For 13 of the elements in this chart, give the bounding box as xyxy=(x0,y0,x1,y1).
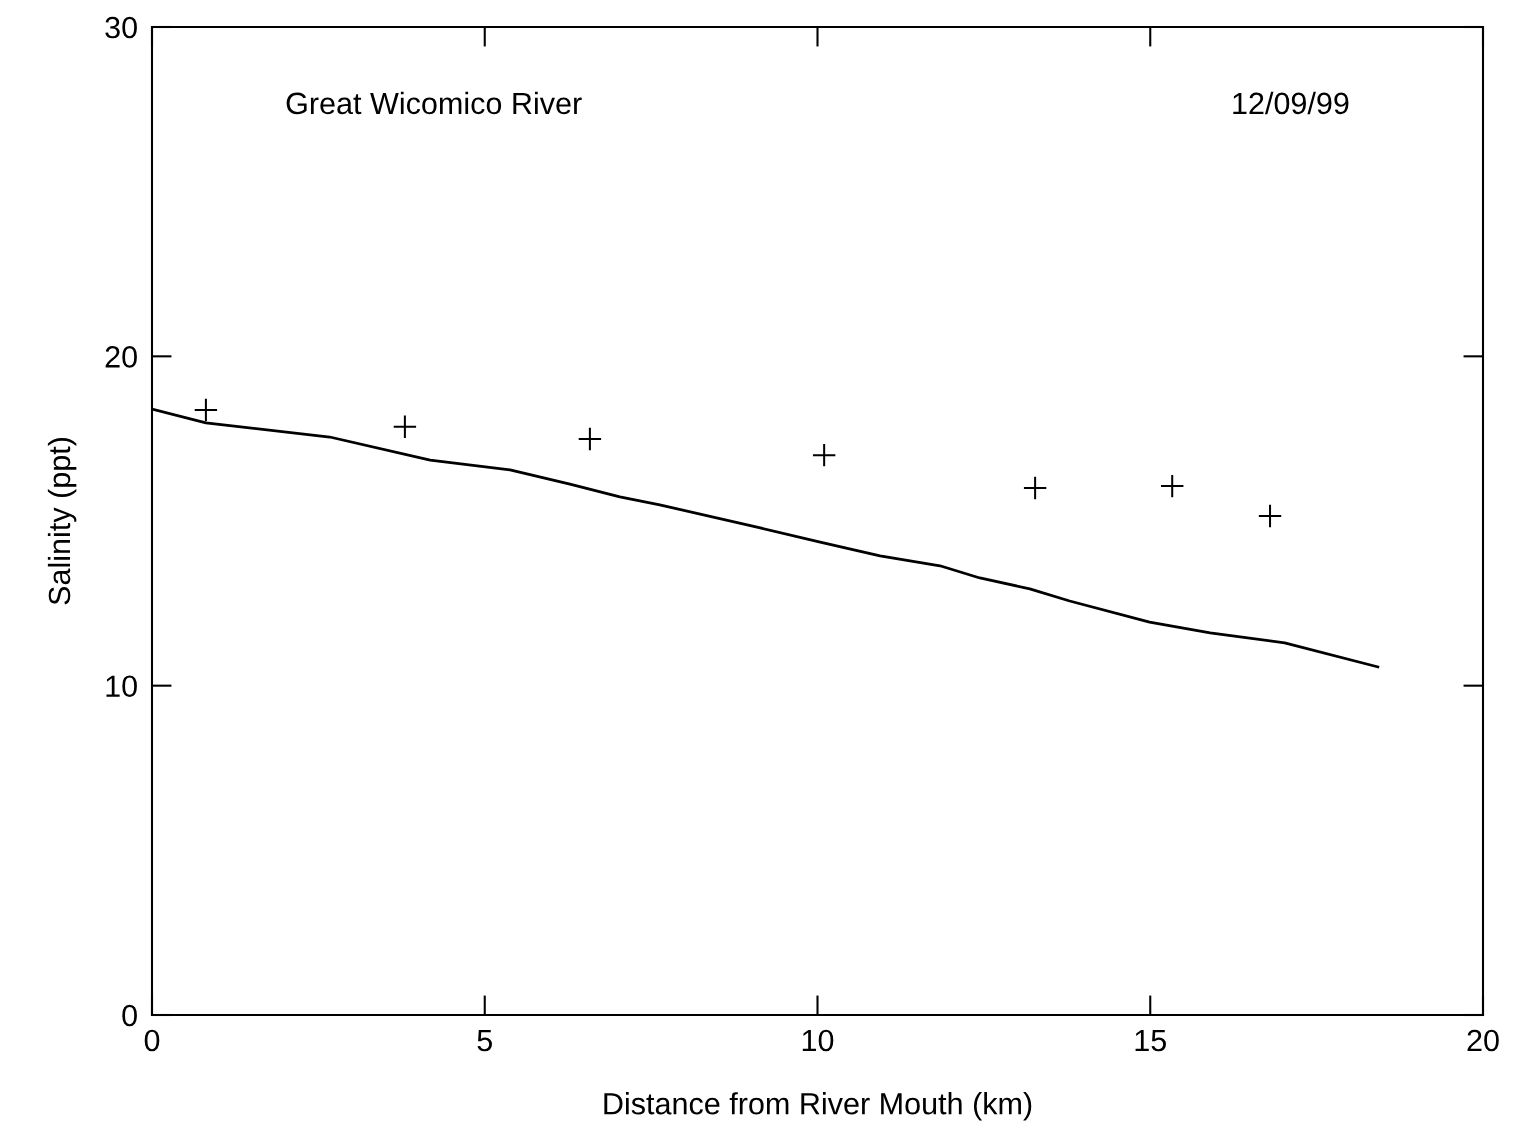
y-tick-label: 20 xyxy=(105,346,137,368)
annotation: 12/09/99 xyxy=(1233,91,1349,115)
x-tick-label: 10 xyxy=(802,1029,834,1052)
x-axis-title: Distance from River Mouth (km) xyxy=(604,1092,1032,1121)
y-tick-label: 0 xyxy=(122,1004,137,1027)
x-tick-label: 0 xyxy=(144,1029,160,1052)
x-tick-label: 5 xyxy=(477,1030,492,1052)
x-tick-label: 20 xyxy=(1467,1029,1499,1052)
y-axis-title: Salinity (ppt) xyxy=(47,437,77,605)
x-tick-label: 15 xyxy=(1135,1030,1166,1052)
y-tick-label: 30 xyxy=(105,16,137,39)
annotation: Great Wicomico River xyxy=(286,91,582,115)
y-tick-label: 10 xyxy=(106,675,137,698)
